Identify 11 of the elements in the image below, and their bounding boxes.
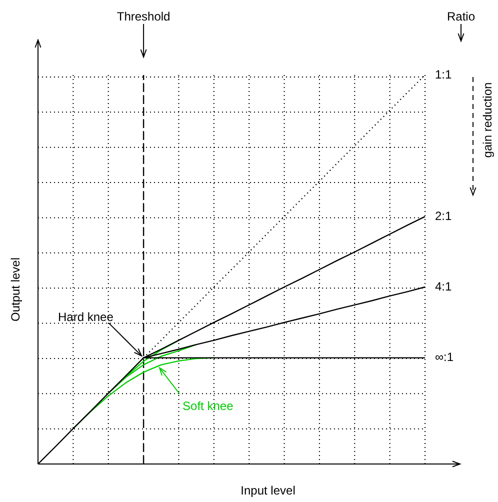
- series-label: ∞:1: [435, 350, 454, 364]
- text: Threshold: [116, 9, 170, 24]
- text: gain reduction: [480, 82, 494, 158]
- x-axis-title: Input level: [240, 483, 296, 498]
- annotation: Hard knee: [58, 310, 114, 324]
- series-label: 1:1: [435, 67, 452, 82]
- y-axis-title: Output level: [8, 257, 22, 322]
- series-label: 2:1: [435, 208, 452, 223]
- text: Ratio: [446, 9, 476, 24]
- series-label: 4:1: [435, 279, 452, 294]
- annotation: Soft knee: [182, 399, 234, 414]
